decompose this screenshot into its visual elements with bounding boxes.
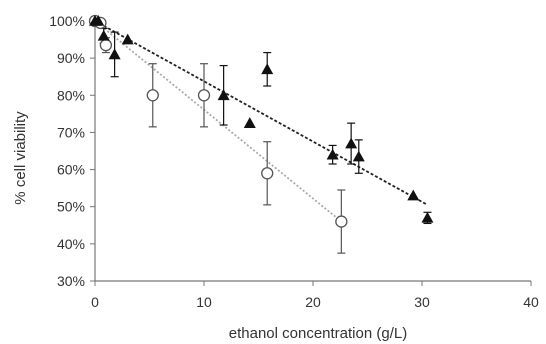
data-point-triangle bbox=[407, 189, 420, 201]
data-point-triangle bbox=[352, 150, 365, 162]
x-tick-label: 10 bbox=[196, 294, 212, 310]
data-point-triangle bbox=[97, 29, 110, 41]
error-bars bbox=[99, 27, 432, 254]
data-point-triangle bbox=[121, 33, 134, 45]
x-tick-label: 30 bbox=[414, 294, 430, 310]
trendline bbox=[94, 20, 342, 223]
y-tick-label: 70% bbox=[57, 124, 85, 140]
y-tick-label: 80% bbox=[57, 87, 85, 103]
data-point-circle bbox=[99, 38, 113, 52]
data-point-triangle bbox=[243, 117, 256, 128]
data-point-circle bbox=[335, 215, 348, 228]
y-tick-label: 50% bbox=[57, 199, 85, 215]
y-tick-label: 90% bbox=[57, 50, 85, 66]
data-point-triangle bbox=[108, 48, 121, 60]
x-tick-label: 20 bbox=[305, 294, 321, 310]
trendlines bbox=[94, 20, 428, 223]
y-tick-label: 60% bbox=[57, 162, 85, 178]
trendline bbox=[94, 20, 428, 206]
data-point-triangle bbox=[92, 15, 105, 26]
x-tick-label: 0 bbox=[91, 294, 99, 310]
x-axis-label: ethanol concentration (g/L) bbox=[229, 325, 407, 342]
data-point-triangle bbox=[261, 63, 274, 75]
x-tick-label: 40 bbox=[523, 294, 539, 310]
data-point-triangle bbox=[326, 148, 339, 160]
y-tick-label: 30% bbox=[57, 273, 85, 289]
data-markers bbox=[88, 14, 434, 228]
axes bbox=[90, 20, 532, 286]
y-tick-label: 100% bbox=[49, 13, 85, 29]
data-point-triangle bbox=[345, 137, 358, 149]
y-tick-label: 40% bbox=[57, 236, 85, 252]
data-point-circle bbox=[261, 167, 274, 180]
data-point-circle bbox=[197, 89, 211, 102]
tick-labels: 30% 40% 50% 60% 70% 80% 90% 100% 0 10 20 30 40 bbox=[49, 13, 539, 310]
y-axis-label: % cell viability bbox=[12, 111, 29, 205]
data-point-circle bbox=[146, 89, 159, 102]
data-point-triangle bbox=[421, 211, 434, 223]
data-point-triangle bbox=[217, 89, 230, 101]
